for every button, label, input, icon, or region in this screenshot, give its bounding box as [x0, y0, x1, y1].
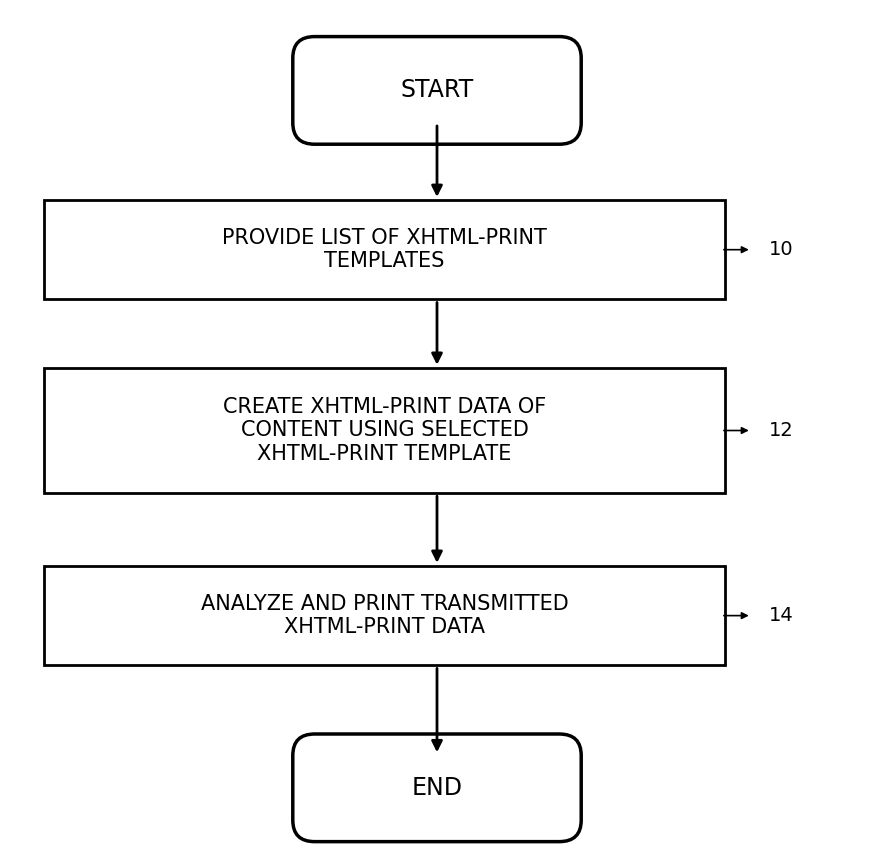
Text: ANALYZE AND PRINT TRANSMITTED
XHTML-PRINT DATA: ANALYZE AND PRINT TRANSMITTED XHTML-PRIN… — [201, 594, 568, 637]
Text: 14: 14 — [769, 606, 794, 625]
Text: END: END — [412, 776, 462, 800]
FancyBboxPatch shape — [293, 734, 581, 842]
Bar — [44, 567, 725, 666]
Bar — [44, 201, 725, 300]
Text: CREATE XHTML-PRINT DATA OF
CONTENT USING SELECTED
XHTML-PRINT TEMPLATE: CREATE XHTML-PRINT DATA OF CONTENT USING… — [223, 397, 546, 464]
Text: PROVIDE LIST OF XHTML-PRINT
TEMPLATES: PROVIDE LIST OF XHTML-PRINT TEMPLATES — [222, 228, 547, 271]
Text: 12: 12 — [769, 421, 794, 440]
Text: 10: 10 — [769, 240, 794, 259]
FancyBboxPatch shape — [293, 36, 581, 144]
Text: START: START — [400, 78, 474, 102]
Bar — [44, 369, 725, 492]
